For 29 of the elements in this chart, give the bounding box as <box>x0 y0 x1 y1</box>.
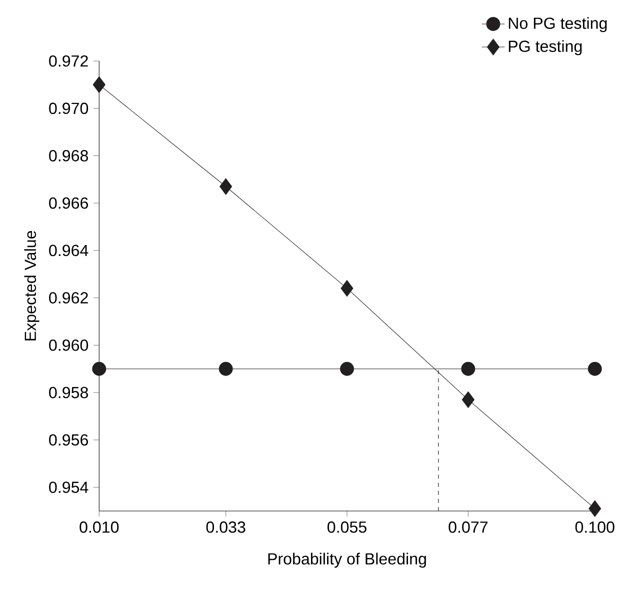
point <box>218 362 233 376</box>
point <box>220 178 232 195</box>
x-tick-label: 0.100 <box>575 521 614 533</box>
y-tick-label: 0.960 <box>49 339 88 351</box>
point <box>92 76 106 93</box>
y-tick-label: 0.962 <box>49 292 88 304</box>
y-tick-label: 0.954 <box>49 481 88 493</box>
point <box>340 362 354 376</box>
y-tick-label: 0.970 <box>49 102 88 114</box>
x-axis-title: Probability of Bleeding <box>268 552 426 568</box>
x-tick-label: 0.010 <box>80 521 119 533</box>
x-tick-label: 0.033 <box>206 521 246 533</box>
y-tick-label: 0.958 <box>49 386 88 398</box>
y-tick-label: 0.966 <box>49 197 88 209</box>
point <box>588 362 602 376</box>
x-tick-label: 0.055 <box>328 521 366 533</box>
point <box>92 362 106 376</box>
y-axis-title: Expected Value <box>24 230 40 340</box>
legend-label: No PG testing <box>508 16 607 32</box>
y-tick-label: 0.968 <box>49 150 88 162</box>
point <box>461 362 476 376</box>
point <box>588 500 602 517</box>
y-tick-label: 0.956 <box>49 434 88 446</box>
y-tick-label: 0.964 <box>49 244 88 256</box>
point <box>462 391 474 408</box>
x-tick-label: 0.077 <box>448 521 488 533</box>
legend-label: PG testing <box>508 40 582 55</box>
point <box>340 280 354 296</box>
y-tick-label: 0.972 <box>49 55 88 66</box>
